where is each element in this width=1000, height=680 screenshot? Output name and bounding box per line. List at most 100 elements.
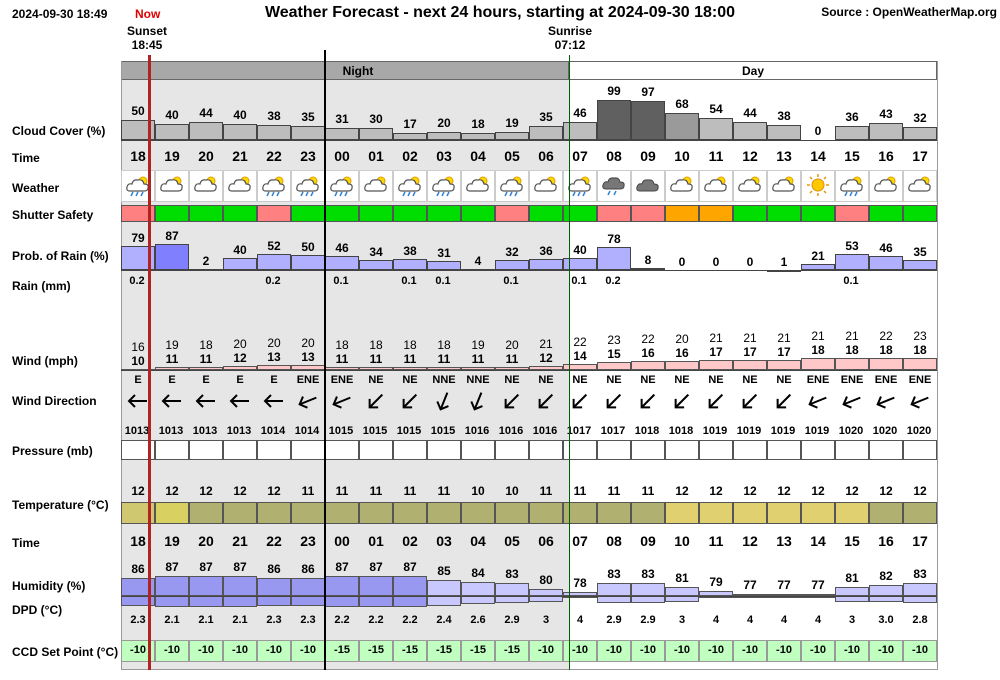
wind-direction-label: NE	[742, 374, 758, 386]
pressure-value: 1013	[124, 425, 150, 437]
rain-cloud-icon	[328, 173, 356, 197]
humidity-bar	[393, 576, 427, 596]
humidity-baseline	[121, 596, 937, 597]
rain-mm-value: 0.2	[605, 275, 621, 287]
rain-prob-value: 46	[335, 241, 349, 256]
wind-direction-label: E	[134, 374, 142, 386]
humidity-value: 79	[709, 574, 723, 589]
wind-speed-value: 18	[913, 343, 927, 358]
hour-label-bottom: 05	[504, 533, 520, 549]
ccd-cell	[121, 640, 155, 662]
hour-label: 18	[130, 148, 146, 164]
temperature-cell	[121, 502, 155, 524]
ccd-value: -10	[164, 644, 180, 656]
pressure-cell	[529, 440, 563, 460]
humidity-bar	[903, 583, 937, 596]
rain-cloud-icon	[566, 173, 594, 197]
ccd-value: -10	[266, 644, 282, 656]
temperature-cell	[767, 502, 801, 524]
partly-cloudy-icon	[736, 173, 764, 197]
cloud-icon	[464, 173, 492, 197]
temperature-cell	[665, 502, 699, 524]
pressure-value: 1018	[634, 425, 660, 437]
pressure-cell	[563, 440, 597, 460]
temperature-value: 12	[675, 484, 689, 498]
temperature-value: 11	[369, 484, 383, 498]
wind-speed-value: 16	[675, 345, 689, 360]
wind-direction-label: E	[236, 374, 244, 386]
dpd-value: 2.1	[232, 614, 248, 626]
wind-bar	[393, 367, 427, 370]
rain-prob-bar	[359, 259, 393, 270]
humidity-bar	[495, 583, 529, 596]
wind-gust-value: 20	[301, 335, 315, 350]
humidity-value: 83	[505, 567, 519, 582]
label-wind-direction: Wind Direction	[12, 394, 97, 408]
day-label: Day	[741, 64, 764, 78]
shutter-cell	[529, 205, 563, 222]
wind-speed-value: 11	[437, 352, 451, 367]
ccd-cell	[665, 640, 699, 662]
grid-right-border	[937, 61, 938, 670]
wind-direction-label: ENE	[874, 374, 898, 386]
ccd-cell	[903, 640, 937, 662]
label-humidity: Humidity (%)	[12, 579, 86, 593]
pressure-value: 1014	[294, 425, 320, 437]
hour-label-bottom: 02	[402, 533, 418, 549]
wind-speed-value: 18	[845, 343, 859, 358]
humidity-bar	[699, 590, 733, 596]
wind-bar	[903, 358, 937, 370]
cloud-bar	[563, 121, 597, 140]
wind-bar	[427, 367, 461, 370]
wind-bar	[495, 367, 529, 370]
cloud-value: 19	[505, 116, 519, 131]
cloud-value: 36	[845, 109, 859, 124]
wind-gust-value: 16	[131, 339, 145, 354]
ccd-value: -10	[640, 644, 656, 656]
hour-label: 15	[844, 148, 860, 164]
cloud-bar	[325, 127, 359, 140]
dpd-value: 3	[678, 614, 686, 626]
rain-cloud-icon	[600, 173, 628, 197]
wind-arrow-icon	[600, 387, 628, 415]
ccd-value: -15	[368, 644, 384, 656]
rain-prob-value: 40	[233, 243, 247, 257]
rain-prob-bar	[155, 243, 189, 270]
cloud-value: 38	[267, 108, 281, 123]
cloud-bar	[733, 122, 767, 140]
cloud-bar	[665, 112, 699, 140]
shutter-cell	[733, 205, 767, 222]
humidity-value: 77	[811, 578, 825, 593]
temperature-cell	[597, 502, 631, 524]
temperature-value: 12	[199, 484, 213, 498]
cloud-bar	[121, 120, 155, 140]
hour-label: 17	[912, 148, 928, 164]
wind-speed-value: 17	[777, 344, 791, 359]
rain-prob-bar	[835, 254, 869, 270]
cloud-value: 99	[607, 84, 621, 99]
rain-cloud-icon	[396, 173, 424, 197]
wind-gust-value: 22	[641, 331, 655, 346]
wind-speed-value: 11	[369, 352, 383, 367]
ccd-value: -10	[232, 644, 248, 656]
partly-cloudy-icon	[872, 173, 900, 197]
ccd-cell	[733, 640, 767, 662]
cloud-bar	[495, 132, 529, 140]
humidity-bar	[189, 576, 223, 596]
dpd-value: 2.3	[266, 614, 282, 626]
dpd-value: 3	[848, 614, 856, 626]
cloud-bar	[699, 118, 733, 140]
cloud-value: 68	[675, 96, 689, 111]
pressure-value: 1013	[192, 425, 218, 437]
wind-speed-value: 17	[709, 344, 723, 359]
ccd-cell	[495, 640, 529, 662]
rain-prob-value: 79	[131, 231, 145, 246]
ccd-cell	[631, 640, 665, 662]
pressure-cell	[461, 440, 495, 460]
humidity-bar	[801, 594, 835, 597]
wind-gust-value: 21	[539, 337, 553, 352]
hour-label: 08	[606, 148, 622, 164]
pressure-value: 1014	[260, 425, 286, 437]
temperature-cell	[733, 502, 767, 524]
dpd-bar	[189, 596, 223, 608]
